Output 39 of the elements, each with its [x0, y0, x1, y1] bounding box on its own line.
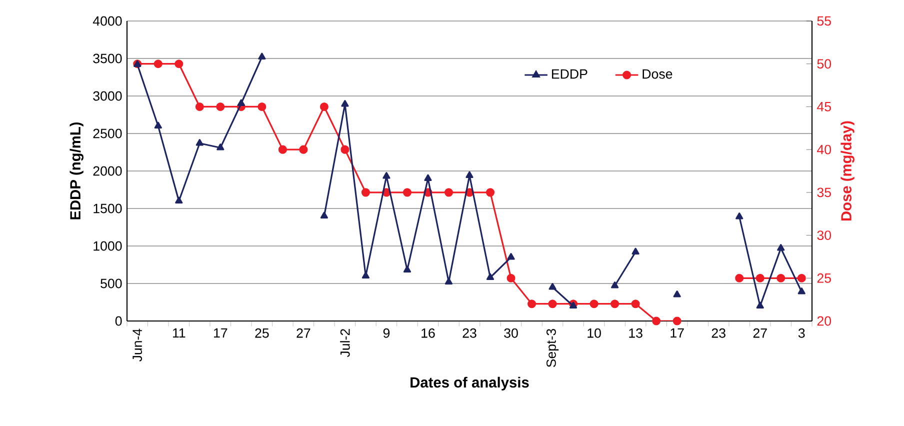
x-tick-label: 13 — [629, 328, 642, 338]
x-tick-label: 17 — [214, 328, 228, 338]
y-tick-label: 3000 — [93, 91, 122, 101]
x-tick-label: 9 — [383, 328, 390, 338]
y-tick-label: 1000 — [94, 241, 122, 251]
x-tick-label: 23 — [712, 328, 726, 338]
y2-tick-label: 40 — [817, 144, 832, 154]
x-tick-label: 30 — [504, 328, 518, 338]
x-tick-label: 10 — [588, 328, 601, 338]
y2-tick-label: 20 — [817, 316, 832, 326]
x-tick-label: 17 — [670, 328, 684, 338]
x-tick-label: 3 — [798, 328, 805, 338]
y2-tick-label: 50 — [817, 59, 832, 69]
y-tick-label: 3500 — [93, 54, 122, 64]
y2-axis-title: Dose (mg/day) — [840, 121, 854, 221]
legend-label: EDDP — [552, 69, 588, 79]
y2-tick-label: 35 — [817, 188, 831, 198]
y2-tick-label: 30 — [817, 230, 832, 240]
x-tick-label: 23 — [462, 328, 476, 338]
y-tick-label: 0 — [115, 316, 122, 326]
y-tick-label: 4000 — [92, 16, 122, 26]
y-tick-label: 2000 — [93, 166, 122, 176]
x-tick-label: Jun-4 — [132, 328, 142, 362]
y2-tick-label: 25 — [817, 273, 831, 283]
y-axis-title: EDDP (ng/mL) — [70, 122, 84, 220]
x-tick-label: 27 — [296, 328, 310, 338]
x-tick-label: 25 — [255, 328, 269, 338]
y-tick-label: 1500 — [94, 204, 122, 214]
legend-label: Dose — [642, 69, 672, 79]
x-tick-label: 11 — [173, 328, 186, 338]
x-tick-label: Sept-3 — [546, 328, 559, 368]
x-axis-title: Dates of analysis — [410, 376, 529, 390]
x-tick-label: 27 — [753, 328, 767, 338]
x-tick-label: Jul-2 — [340, 329, 350, 358]
x-tick-label: 16 — [422, 328, 435, 338]
y-tick-label: 2500 — [93, 128, 122, 138]
y-tick-label: 500 — [100, 278, 122, 288]
y2-tick-label: 55 — [817, 16, 831, 26]
y2-tick-label: 45 — [817, 102, 831, 112]
